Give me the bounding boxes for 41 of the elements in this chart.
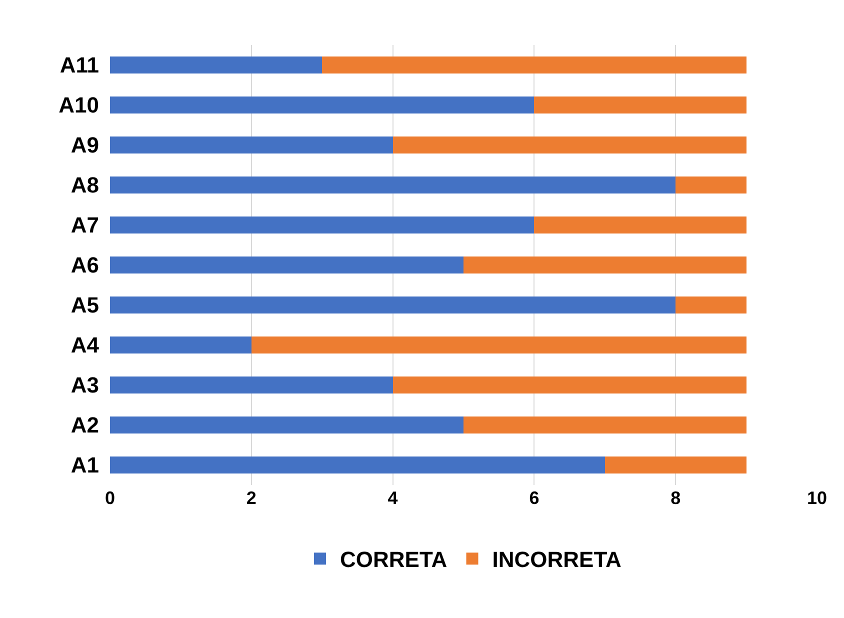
y-tick-label: A7 xyxy=(70,212,99,238)
y-tick-label: A10 xyxy=(58,92,99,118)
bar xyxy=(110,216,534,234)
bar xyxy=(464,256,746,274)
x-tick-label: 0 xyxy=(104,488,116,508)
bar xyxy=(251,336,746,354)
bar xyxy=(676,176,746,194)
bar xyxy=(110,96,534,114)
y-tick-label: A4 xyxy=(70,332,100,358)
bar xyxy=(534,96,746,114)
legend-label: CORRETA xyxy=(340,547,448,572)
y-tick-label: A2 xyxy=(70,412,99,438)
y-tick-label: A8 xyxy=(70,172,99,198)
bar xyxy=(110,336,252,354)
y-tick-label: A9 xyxy=(70,132,99,158)
bar xyxy=(110,416,464,434)
bar xyxy=(392,136,746,154)
bar xyxy=(534,216,746,234)
bar xyxy=(110,296,676,314)
x-tick-label: 4 xyxy=(388,488,398,508)
x-tick-label: 8 xyxy=(670,488,681,508)
bar xyxy=(110,56,322,74)
x-tick-label: 10 xyxy=(806,488,828,508)
bar xyxy=(110,456,605,474)
bar xyxy=(392,376,746,394)
x-tick-label: 2 xyxy=(246,488,256,508)
y-tick-label: A5 xyxy=(70,292,99,318)
legend-label: INCORRETA xyxy=(492,547,622,572)
bar xyxy=(110,176,676,194)
y-tick-label: A3 xyxy=(70,372,99,398)
bar xyxy=(322,56,746,74)
x-tick-label: 6 xyxy=(529,488,540,508)
bar xyxy=(110,376,393,394)
y-tick-label: A11 xyxy=(60,52,99,78)
y-tick-label: A1 xyxy=(70,452,99,478)
y-tick-label: A6 xyxy=(70,252,99,278)
bar xyxy=(110,136,393,154)
bar xyxy=(676,296,746,314)
bar xyxy=(464,416,746,434)
bar xyxy=(110,256,464,274)
bar xyxy=(604,456,746,474)
